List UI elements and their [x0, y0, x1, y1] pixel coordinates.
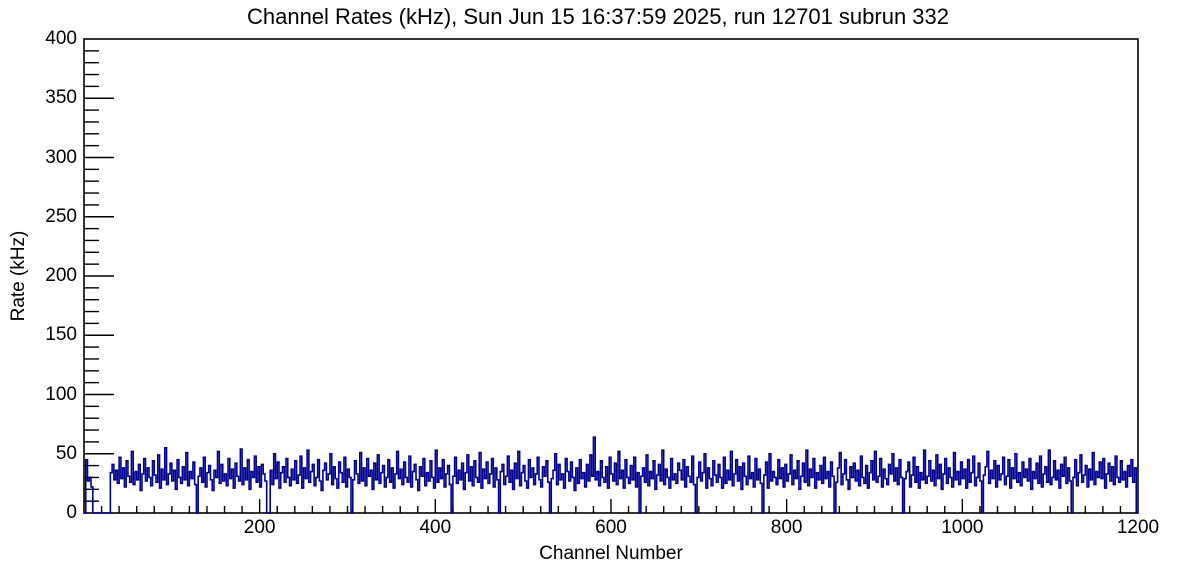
- y-tick-label: 100: [45, 383, 77, 405]
- y-tick-label: 150: [45, 324, 77, 346]
- y-tick-label: 350: [45, 87, 77, 109]
- x-tick-label: 200: [243, 517, 276, 538]
- x-axis-title: Channel Number: [539, 543, 683, 564]
- y-tick-label: 300: [45, 146, 77, 168]
- y-tick-label: 50: [55, 442, 77, 464]
- y-tick-label: 250: [45, 205, 77, 227]
- y-tick-label: 400: [45, 28, 77, 49]
- x-tick-label: 1200: [1116, 517, 1160, 538]
- y-tick-label: 200: [45, 265, 77, 286]
- x-tick-label: 400: [419, 517, 452, 538]
- chart-title: Channel Rates (kHz), Sun Jun 15 16:37:59…: [246, 4, 950, 29]
- x-tick-label: 600: [595, 517, 627, 538]
- x-tick-label: 1000: [941, 517, 984, 538]
- y-tick-label: 0: [66, 502, 77, 523]
- x-tick-label: 800: [770, 517, 803, 538]
- y-axis-title: Rate (kHz): [8, 230, 29, 322]
